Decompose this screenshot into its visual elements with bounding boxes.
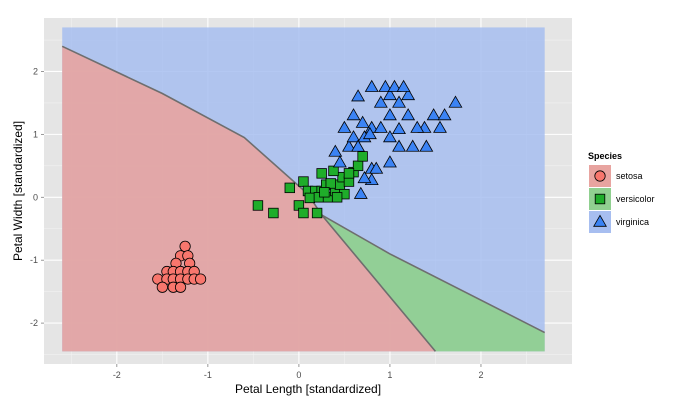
virginica-point — [351, 89, 366, 102]
virginica-point — [426, 108, 441, 121]
virginica-point — [382, 108, 397, 121]
virginica-point — [346, 108, 361, 121]
versicolor-point — [316, 168, 327, 179]
y-axis-title: Petal Width [standardized] — [11, 121, 25, 261]
virginica-point — [337, 120, 352, 133]
versicolor-point — [284, 182, 295, 194]
versicolor-point — [328, 165, 339, 177]
virginica-point — [392, 139, 406, 152]
legend: Species setosa versicolor virginica — [588, 151, 655, 233]
virginica-point — [433, 120, 447, 133]
legend-marker-setosa — [594, 170, 606, 182]
x-tick-label: -2 — [113, 370, 121, 380]
x-tick-label: 2 — [478, 370, 483, 380]
x-axis-ticks: -2 -1 0 1 2 — [113, 364, 483, 380]
virginica-point — [401, 87, 416, 101]
virginica-point — [448, 95, 463, 108]
virginica-point — [396, 79, 411, 92]
virginica-point — [392, 95, 406, 108]
virginica-point — [405, 139, 420, 152]
decision-boundary-1 — [61, 45, 437, 352]
y-tick-label: -2 — [30, 318, 38, 328]
virginica-point — [378, 79, 393, 92]
virginica-point — [355, 115, 370, 128]
setosa-point — [194, 273, 207, 285]
virginica-point — [328, 144, 343, 157]
legend-marker-virginica — [593, 214, 607, 227]
versicolor-point — [319, 187, 330, 198]
virginica-point — [382, 155, 397, 168]
data-points — [152, 79, 463, 293]
versicolor-point — [343, 168, 355, 179]
virginica-point — [387, 79, 402, 92]
setosa-point — [156, 281, 168, 293]
virginica-point — [364, 79, 379, 92]
virginica-point — [346, 130, 361, 143]
legend-marker-versicolor — [594, 193, 606, 205]
virginica-point — [382, 87, 397, 101]
versicolor-point — [298, 176, 309, 187]
virginica-point — [332, 155, 347, 168]
versicolor-point — [325, 178, 336, 189]
versicolor-point — [252, 200, 264, 211]
versicolor-point — [331, 192, 343, 203]
versicolor-point — [311, 207, 323, 219]
y-tick-label: 1 — [33, 129, 38, 139]
legend-label-versicolor: versicolor — [616, 194, 655, 204]
virginica-point — [357, 171, 372, 184]
virginica-point — [401, 108, 416, 121]
virginica-point — [373, 120, 388, 133]
virginica-point — [342, 139, 356, 152]
virginica-point — [353, 186, 368, 199]
setosa-point — [174, 281, 187, 293]
virginica-point — [410, 120, 425, 133]
decision-boundary-2 — [321, 214, 546, 334]
legend-title: Species — [588, 151, 622, 161]
virginica-point — [373, 95, 388, 108]
versicolor-point — [304, 192, 316, 204]
x-tick-label: 0 — [296, 370, 301, 380]
virginica-point — [362, 126, 377, 140]
legend-label-virginica: virginica — [616, 217, 649, 227]
setosa-point — [179, 240, 191, 252]
versicolor-point — [357, 151, 368, 162]
versicolor-point — [268, 207, 279, 219]
y-axis-ticks: -2 -1 0 1 2 — [30, 66, 44, 328]
y-tick-label: -1 — [30, 255, 38, 265]
y-tick-label: 2 — [33, 66, 38, 76]
virginica-point — [419, 139, 434, 152]
versicolor-point — [298, 207, 309, 219]
x-tick-label: 1 — [387, 370, 392, 380]
x-axis-title: Petal Length [standardized] — [235, 382, 381, 396]
versicolor-point — [352, 160, 364, 172]
virginica-point — [351, 139, 366, 152]
virginica-point — [392, 121, 406, 135]
decision-boundaries — [61, 45, 546, 352]
x-tick-label: -1 — [204, 370, 212, 380]
legend-label-setosa: setosa — [616, 171, 643, 181]
region-versicolor — [321, 214, 545, 352]
virginica-point — [437, 108, 452, 121]
virginica-point — [382, 130, 397, 143]
virginica-point — [369, 161, 384, 174]
y-tick-label: 0 — [33, 192, 38, 202]
